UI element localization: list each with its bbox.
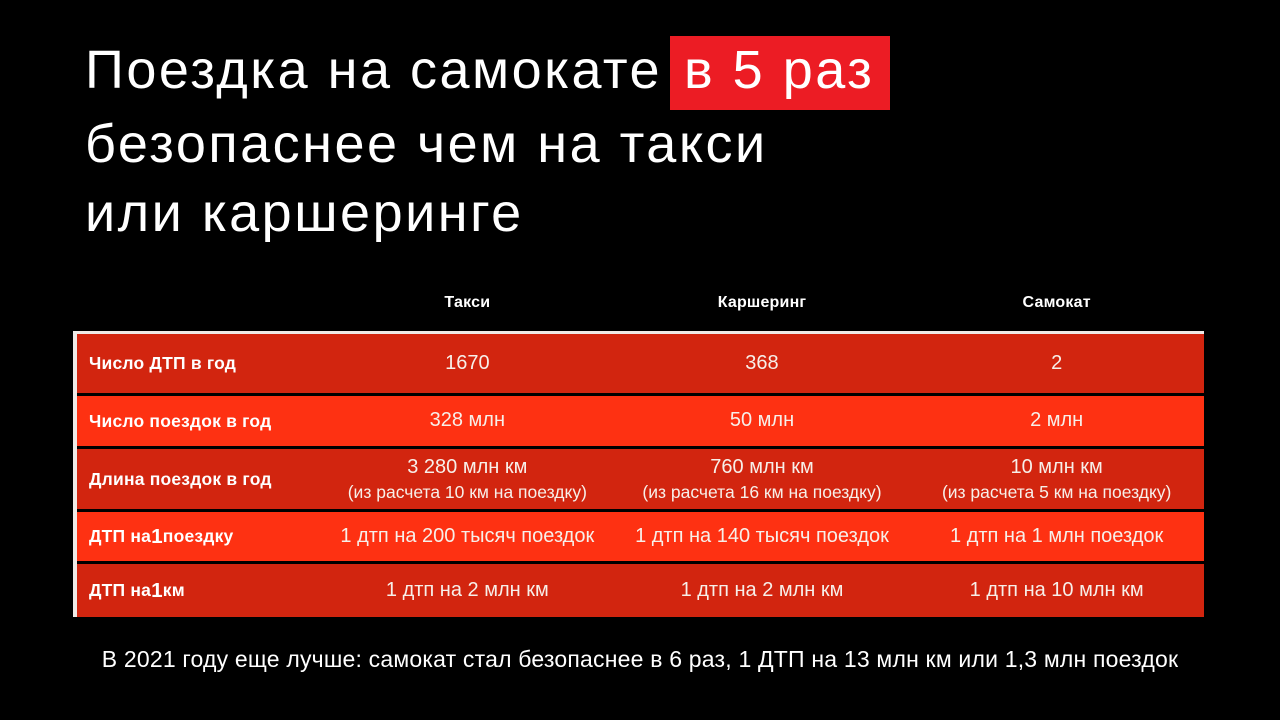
data-cell-value: 50 млн	[729, 409, 795, 432]
row-label: Число поездок в год	[77, 396, 320, 446]
row-label: Число ДТП в год	[77, 334, 320, 393]
data-cell-value: 1670	[445, 351, 490, 374]
data-cell-value: 328 млн	[429, 409, 506, 432]
data-cell: 328 млн	[320, 396, 615, 446]
data-cell-value: 2	[1051, 351, 1063, 374]
slide-title: Поездка на самокате в 5 раз безопаснее че…	[85, 36, 891, 248]
data-cell-note: (из расчета 5 км на поездку)	[941, 481, 1172, 502]
data-cell-value: 3 280 млн км	[407, 456, 528, 478]
data-cell-value: 1 дтп на 2 млн км	[680, 578, 844, 601]
row-label-text: поездку	[162, 526, 234, 546]
title-text-pre: Поездка на самокате	[85, 40, 662, 100]
data-cell-value: 1 дтп на 2 млн км	[385, 578, 549, 601]
data-cell: 1 дтп на 1 млн поездок	[909, 512, 1204, 561]
table-column-headers: Такси Каршеринг Самокат	[77, 294, 1204, 312]
data-cell: 760 млн км (из расчета 16 км на поездку)	[615, 449, 910, 509]
data-cell: 50 млн	[615, 396, 910, 446]
row-label: Длина поездок в год	[77, 449, 320, 509]
data-cell-value: 1 дтп на 1 млн поездок	[950, 524, 1164, 547]
title-line-2: безопаснее чем на такси	[85, 114, 768, 174]
column-header-scooter: Самокат	[1022, 294, 1091, 311]
table-row: ДТП на 1 поездку 1 дтп на 200 тысяч поезд…	[77, 512, 1204, 561]
table-row: Длина поездок в год 3 280 млн км (из расче…	[77, 449, 1204, 509]
row-label: ДТП на 1 км	[77, 564, 320, 617]
data-cell: 1 дтп на 2 млн км	[320, 564, 615, 617]
title-highlight: в 5 раз	[669, 36, 891, 110]
table-row: Число поездок в год 328 млн 50 млн 2 млн	[77, 396, 1204, 446]
title-line-3: или каршеринге	[85, 183, 524, 243]
data-cell-value: 760 млн км	[710, 456, 814, 478]
data-cell-note: (из расчета 16 км на поездку)	[642, 481, 882, 502]
data-cell-value: 1 дтп на 10 млн км	[969, 578, 1144, 601]
row-label-emphasis: 1	[151, 524, 163, 548]
row-label-text: ДТП на	[89, 526, 152, 546]
footer-note: В 2021 году еще лучше: самокат стал безо…	[101, 646, 1179, 672]
data-cell: 2 млн	[909, 396, 1204, 446]
data-cell: 1 дтп на 2 млн км	[615, 564, 910, 617]
data-cell: 368	[615, 334, 910, 393]
column-header-carsharing: Каршеринг	[717, 294, 807, 311]
row-label-text: Длина поездок в год	[89, 468, 272, 489]
data-cell-value: 368	[745, 351, 779, 374]
data-cell-value: 10 млн км	[1010, 456, 1103, 478]
table-row: Число ДТП в год 1670 368 2	[77, 334, 1204, 393]
data-cell: 1670	[320, 334, 615, 393]
row-label-text: км	[162, 580, 185, 600]
data-cell-value: 2 млн	[1030, 409, 1084, 432]
row-label-text: Число ДТП в год	[89, 353, 237, 373]
data-cell: 10 млн км (из расчета 5 км на поездку)	[909, 449, 1204, 509]
table-row: ДТП на 1 км 1 дтп на 2 млн км 1 дтп на 2 м…	[77, 564, 1204, 617]
data-cell: 1 дтп на 10 млн км	[909, 564, 1204, 617]
data-cell: 1 дтп на 140 тысяч поездок	[615, 512, 910, 561]
column-header-taxi: Такси	[444, 294, 491, 311]
comparison-table: Число ДТП в год 1670 368 2 Число поездок в г…	[73, 331, 1204, 617]
data-cell-value: 1 дтп на 140 тысяч поездок	[635, 524, 889, 547]
row-label-text: ДТП на	[89, 580, 152, 600]
title-line-1: Поездка на самокате в 5 раз	[85, 36, 891, 110]
data-cell: 3 280 млн км (из расчета 10 км на поездку…	[320, 449, 615, 509]
data-cell-value: 1 дтп на 200 тысяч поездок	[340, 524, 595, 547]
data-cell: 2	[909, 334, 1204, 393]
column-header-spacer	[77, 294, 320, 312]
row-label-text: Число поездок в год	[89, 410, 272, 431]
row-label: ДТП на 1 поездку	[77, 512, 320, 561]
row-label-emphasis: 1	[151, 578, 163, 602]
data-cell: 1 дтп на 200 тысяч поездок	[320, 512, 615, 561]
data-cell-note: (из расчета 10 км на поездку)	[347, 481, 587, 502]
